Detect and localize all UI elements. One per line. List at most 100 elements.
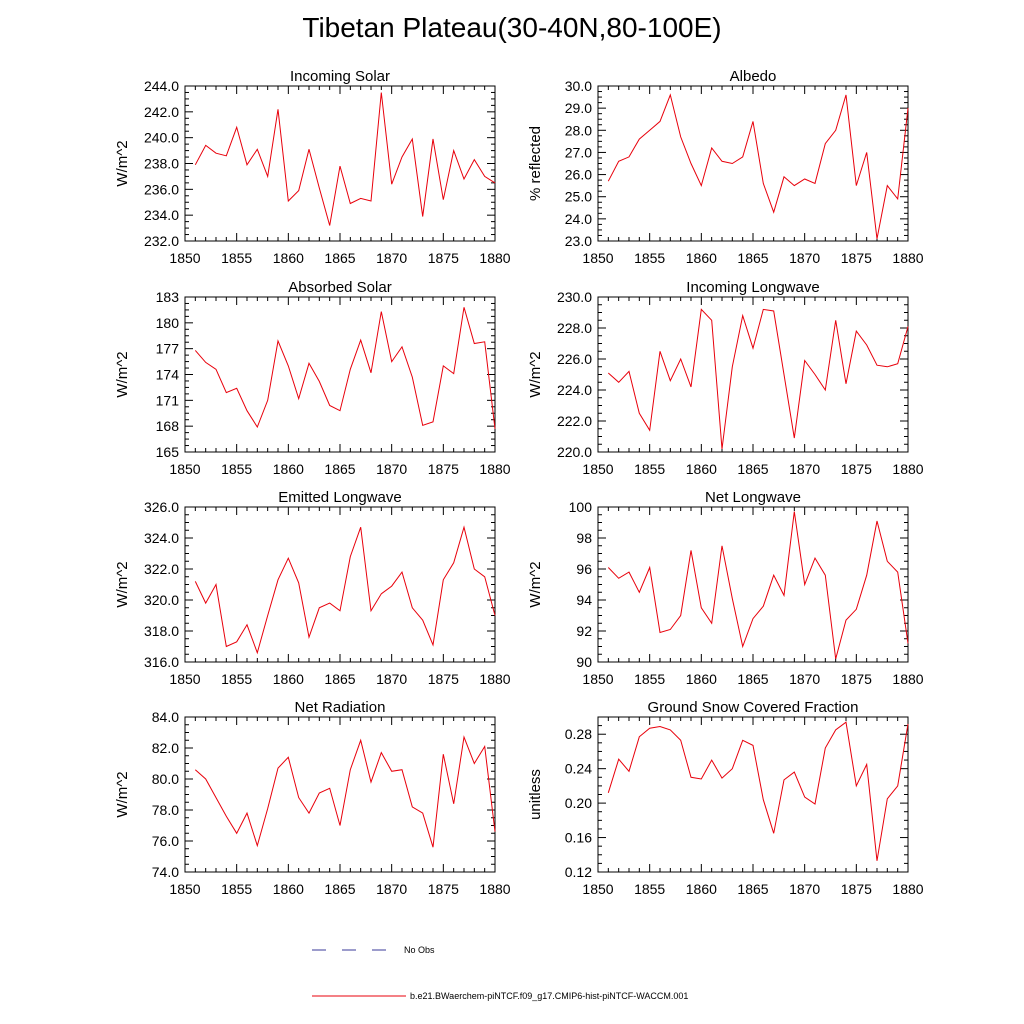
y-tick-label: 165	[156, 444, 180, 460]
x-tick-label: 1875	[428, 250, 459, 266]
y-tick-label: 0.28	[565, 726, 592, 742]
y-tick-label: 92	[576, 623, 592, 639]
y-tick-label: 30.0	[565, 78, 592, 94]
y-tick-label: 238.0	[144, 156, 179, 172]
panel-title: Net Longwave	[705, 489, 801, 506]
panel-frame	[597, 85, 909, 242]
x-tick-label: 1850	[169, 671, 200, 687]
y-tick-label: 168	[156, 418, 180, 434]
x-tick-label: 1865	[324, 250, 355, 266]
y-tick-label: 322.0	[144, 561, 179, 577]
x-tick-label: 1865	[737, 671, 768, 687]
x-tick-label: 1850	[169, 461, 200, 477]
x-tick-label: 1875	[841, 461, 872, 477]
legend: No Obs b.e21.BWaerchem-piNTCF.f09_g17.CMI…	[312, 945, 688, 1001]
x-tick-label: 1865	[737, 461, 768, 477]
y-tick-label: 24.0	[565, 211, 592, 227]
y-tick-label: 0.16	[565, 830, 592, 846]
x-tick-label: 1850	[582, 461, 613, 477]
y-tick-label: 76.0	[152, 833, 179, 849]
x-tick-label: 1870	[376, 671, 407, 687]
y-tick-label: 28.0	[565, 122, 592, 138]
panel-title: Ground Snow Covered Fraction	[648, 699, 859, 716]
series-line-0	[194, 735, 496, 848]
y-tick-label: 0.12	[565, 864, 592, 880]
x-tick-label: 1880	[479, 881, 510, 897]
y-axis-label: W/m^2	[114, 771, 131, 817]
panel-1: Albedo % reflected 1850 1855 1860 1865 1870 187…	[527, 68, 924, 266]
y-axis-label: W/m^2	[527, 561, 544, 607]
x-tick-label: 1865	[737, 250, 768, 266]
y-axis-label: W/m^2	[114, 140, 131, 186]
y-tick-label: 80.0	[152, 771, 179, 787]
panel-title: Albedo	[730, 68, 777, 85]
x-tick-label: 1860	[273, 881, 304, 897]
x-tick-label: 1870	[789, 250, 820, 266]
x-tick-label: 1860	[686, 250, 717, 266]
y-axis-label: W/m^2	[114, 351, 131, 397]
x-tick-label: 1860	[686, 461, 717, 477]
panel-frame	[597, 296, 909, 453]
y-tick-label: 234.0	[144, 207, 179, 223]
x-tick-label: 1850	[582, 250, 613, 266]
y-tick-label: 316.0	[144, 654, 179, 670]
y-tick-label: 177	[156, 341, 180, 357]
x-tick-label: 1880	[479, 671, 510, 687]
x-tick-label: 1880	[479, 250, 510, 266]
y-tick-label: 324.0	[144, 530, 179, 546]
y-tick-label: 326.0	[144, 499, 179, 515]
y-tick-label: 236.0	[144, 181, 179, 197]
panel-frame	[184, 506, 496, 663]
x-tick-label: 1870	[789, 881, 820, 897]
y-tick-label: 27.0	[565, 144, 592, 160]
series-line-0	[607, 721, 909, 861]
x-tick-label: 1850	[169, 250, 200, 266]
y-tick-label: 100	[569, 499, 593, 515]
y-tick-label: 226.0	[557, 351, 592, 367]
y-tick-label: 25.0	[565, 189, 592, 205]
panel-7: Ground Snow Covered Fraction unitless 1850…	[527, 699, 924, 897]
panel-frame	[184, 716, 496, 873]
x-tick-label: 1860	[273, 671, 304, 687]
x-tick-label: 1865	[324, 671, 355, 687]
series-line-0	[194, 525, 496, 655]
panel-title: Emitted Longwave	[278, 489, 401, 506]
y-tick-label: 228.0	[557, 320, 592, 336]
y-tick-label: 23.0	[565, 233, 592, 249]
y-tick-label: 78.0	[152, 802, 179, 818]
x-tick-label: 1860	[273, 461, 304, 477]
x-tick-label: 1870	[376, 881, 407, 897]
y-tick-label: 244.0	[144, 78, 179, 94]
y-tick-label: 180	[156, 315, 180, 331]
y-tick-label: 29.0	[565, 100, 592, 116]
y-tick-label: 318.0	[144, 623, 179, 639]
y-tick-label: 94	[576, 592, 592, 608]
panel-0: Incoming Solar W/m^2 1850 1855 1860 1865 1870 1…	[114, 68, 511, 266]
x-tick-label: 1880	[892, 881, 923, 897]
x-tick-label: 1870	[376, 250, 407, 266]
x-tick-label: 1850	[582, 671, 613, 687]
panel-2: Absorbed Solar W/m^2 1850 1855 1860 1865 1870 1…	[114, 279, 511, 477]
x-tick-label: 1870	[789, 461, 820, 477]
y-tick-label: 320.0	[144, 592, 179, 608]
x-tick-label: 1855	[634, 671, 665, 687]
x-tick-label: 1850	[169, 881, 200, 897]
y-axis-label: % reflected	[527, 126, 544, 201]
main-title: Tibetan Plateau(30-40N,80-100E)	[302, 12, 722, 43]
panel-frame	[184, 296, 496, 453]
x-tick-label: 1855	[221, 671, 252, 687]
series-line-0	[194, 92, 496, 226]
y-tick-label: 0.24	[565, 761, 592, 777]
y-axis-label: W/m^2	[114, 561, 131, 607]
y-tick-label: 240.0	[144, 130, 179, 146]
y-tick-label: 96	[576, 561, 592, 577]
x-tick-label: 1875	[841, 671, 872, 687]
x-tick-label: 1875	[841, 250, 872, 266]
panel-5: Net Longwave W/m^2 1850 1855 1860 1865 1870 187…	[527, 489, 924, 687]
x-tick-label: 1880	[479, 461, 510, 477]
x-tick-label: 1875	[428, 461, 459, 477]
x-tick-label: 1855	[634, 881, 665, 897]
x-tick-label: 1850	[582, 881, 613, 897]
x-tick-label: 1860	[686, 881, 717, 897]
